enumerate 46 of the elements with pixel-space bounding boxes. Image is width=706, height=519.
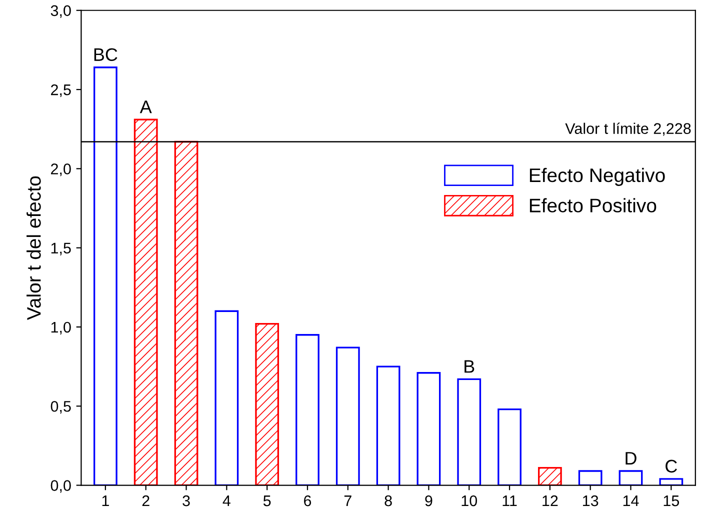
x-tick-label: 12 — [542, 495, 558, 506]
y-tick-label: 1,5 — [51, 242, 71, 256]
bar — [376, 366, 400, 486]
y-tick-label: 1,0 — [51, 322, 71, 334]
annotation: B — [464, 360, 474, 373]
bar — [255, 322, 280, 486]
bar — [174, 140, 198, 486]
x-tick-label: 13 — [583, 495, 598, 506]
y-tick-label: 0,0 — [50, 480, 71, 493]
x-tick-label: 15 — [664, 496, 680, 506]
annotation: D — [626, 452, 636, 464]
bar — [578, 470, 602, 486]
y-tick-label: 3,0 — [50, 5, 71, 18]
y-axis-title: Valor t del efecto — [26, 176, 41, 320]
bar — [457, 378, 482, 486]
bar — [618, 470, 643, 486]
ref-line-label: Valor t límite 2,228 — [565, 122, 691, 136]
x-tick-label: 3 — [182, 495, 190, 506]
bar — [214, 310, 239, 486]
annotation: A — [140, 100, 152, 114]
bar — [659, 478, 684, 486]
y-tick-label: 2,5 — [51, 84, 71, 98]
bar — [538, 467, 562, 486]
x-tick-label: 10 — [462, 495, 478, 506]
x-tick-label: 2 — [142, 495, 150, 506]
bar — [416, 372, 441, 486]
legend-label: Efecto Negativo — [530, 168, 665, 186]
x-tick-label: 4 — [222, 496, 230, 506]
x-tick-label: 14 — [623, 496, 639, 506]
bar — [498, 408, 522, 486]
x-tick-label: 11 — [502, 496, 517, 506]
x-tick-label: 6 — [304, 495, 312, 506]
legend-label: Efecto Positivo — [530, 198, 656, 212]
x-tick-label: 5 — [263, 496, 271, 506]
bar — [336, 346, 360, 486]
x-tick-label: 8 — [384, 495, 392, 506]
x-tick-label: 7 — [344, 496, 352, 506]
bar — [296, 334, 320, 486]
bar — [93, 66, 118, 486]
x-tick-label: 1 — [102, 496, 109, 506]
annotation: BC — [94, 48, 118, 62]
annotation: C — [666, 460, 677, 473]
y-tick-label: 0,5 — [50, 400, 71, 414]
y-tick-label: 2,0 — [51, 164, 71, 176]
bar — [134, 118, 158, 486]
x-tick-label: 9 — [425, 495, 432, 506]
